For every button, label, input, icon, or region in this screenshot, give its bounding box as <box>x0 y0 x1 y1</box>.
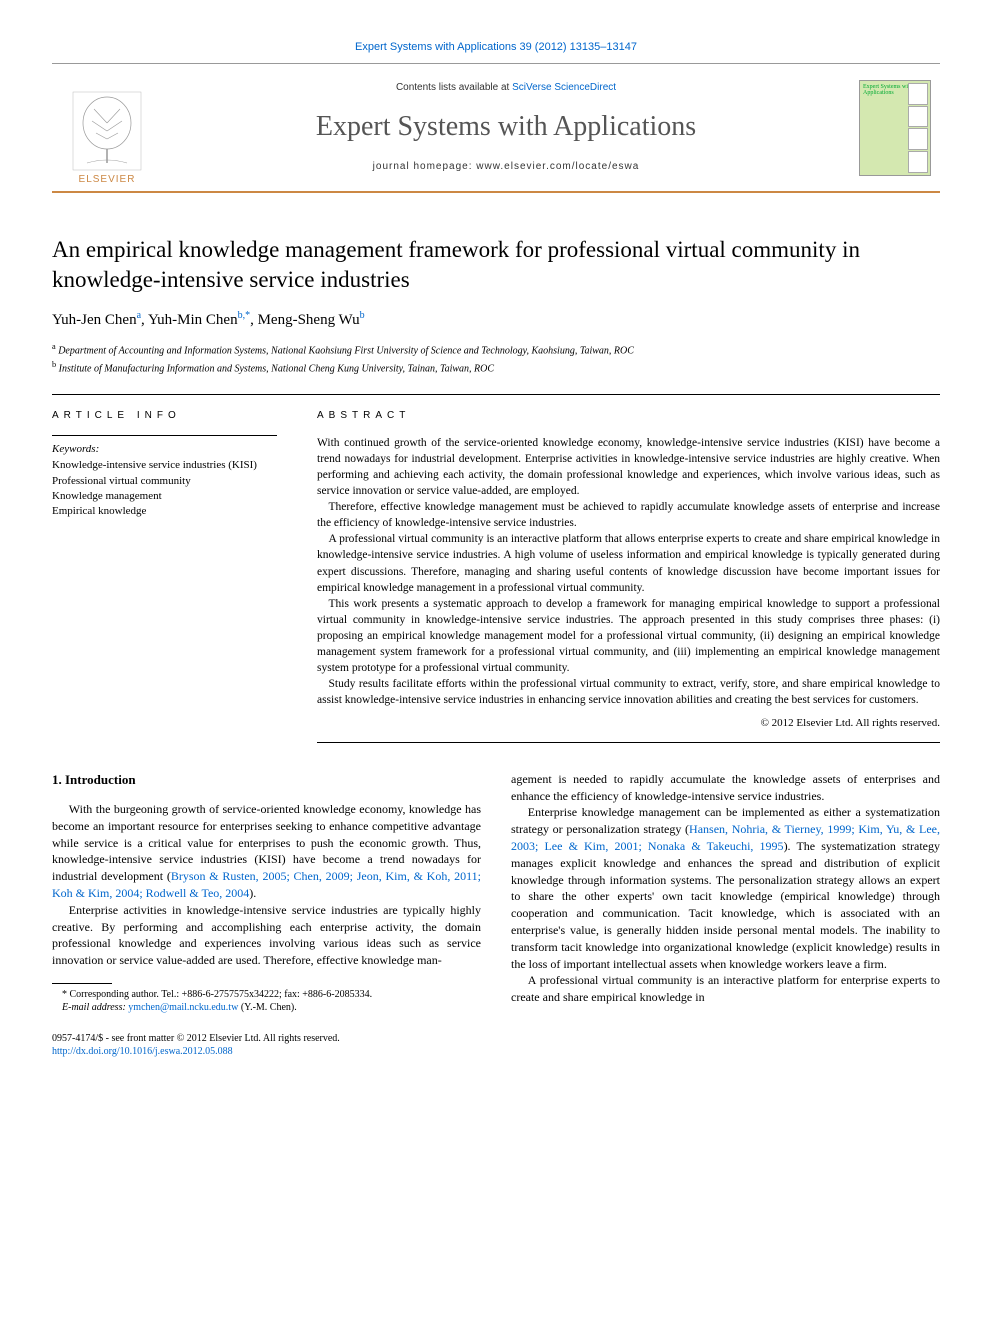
abstract-para: With continued growth of the service-ori… <box>317 435 940 499</box>
journal-cover-icon: Expert Systems with Applications <box>859 80 931 176</box>
homepage-url: www.elsevier.com/locate/eswa <box>476 161 639 172</box>
corresponding-author-note: * Corresponding author. Tel.: +886-6-275… <box>52 988 481 1001</box>
body-right-column: agement is needed to rapidly accumulate … <box>511 771 940 1058</box>
author-list: Yuh-Jen Chena, Yuh-Min Chenb,*, Meng-She… <box>52 309 940 331</box>
author-2-mark-link[interactable]: b <box>360 310 365 321</box>
section-1-heading: 1. Introduction <box>52 771 481 789</box>
body-para: Enterprise activities in knowledge-inten… <box>52 902 481 969</box>
cover-block: Expert Systems with Applications <box>850 64 940 191</box>
article-title: An empirical knowledge management framew… <box>52 235 940 295</box>
abstract-copyright: © 2012 Elsevier Ltd. All rights reserved… <box>317 716 940 731</box>
bottom-meta: 0957-4174/$ - see front matter © 2012 El… <box>52 1032 481 1058</box>
sciencedirect-link[interactable]: SciVerse ScienceDirect <box>512 82 616 93</box>
info-abstract-row: ARTICLE INFO Keywords: Knowledge-intensi… <box>52 394 940 743</box>
issn-line: 0957-4174/$ - see front matter © 2012 El… <box>52 1032 481 1045</box>
abstract-para: Therefore, effective knowledge managemen… <box>317 499 940 531</box>
abstract-para: This work presents a systematic approach… <box>317 596 940 676</box>
masthead: ELSEVIER Contents lists available at Sci… <box>52 63 940 193</box>
abstract-text: With continued growth of the service-ori… <box>317 435 940 709</box>
affiliation-a: a Department of Accounting and Informati… <box>52 341 940 358</box>
journal-name: Expert Systems with Applications <box>316 107 696 146</box>
keyword-item: Empirical knowledge <box>52 504 277 519</box>
keyword-item: Knowledge-intensive service industries (… <box>52 458 277 473</box>
keywords-list: Knowledge-intensive service industries (… <box>52 458 277 520</box>
abstract-rule <box>317 742 940 743</box>
author-0: Yuh-Jen Chena <box>52 312 141 328</box>
body-columns: 1. Introduction With the burgeoning grow… <box>52 771 940 1058</box>
affiliations: a Department of Accounting and Informati… <box>52 341 940 376</box>
abstract-para: Study results facilitate efforts within … <box>317 676 940 708</box>
page-root: Expert Systems with Applications 39 (201… <box>0 0 992 1088</box>
article-info-heading: ARTICLE INFO <box>52 409 277 423</box>
body-para: With the burgeoning growth of service-or… <box>52 801 481 902</box>
homepage-prefix: journal homepage: <box>373 161 477 172</box>
keyword-item: Knowledge management <box>52 489 277 504</box>
author-1-mark-link[interactable]: b,* <box>238 310 251 321</box>
publisher-name: ELSEVIER <box>79 173 136 187</box>
keyword-item: Professional virtual community <box>52 474 277 489</box>
cover-mini-icons <box>908 83 928 173</box>
author-1: Yuh-Min Chenb,* <box>148 312 250 328</box>
body-para: agement is needed to rapidly accumulate … <box>511 771 940 805</box>
elsevier-tree-icon <box>72 91 142 171</box>
body-left-column: 1. Introduction With the burgeoning grow… <box>52 771 481 1058</box>
body-para: Enterprise knowledge management can be i… <box>511 804 940 972</box>
body-para: A professional virtual community is an i… <box>511 972 940 1006</box>
email-link[interactable]: ymchen@mail.ncku.edu.tw <box>128 1002 238 1013</box>
author-2: Meng-Sheng Wub <box>258 312 365 328</box>
masthead-center: Contents lists available at SciVerse Sci… <box>162 64 850 191</box>
author-0-mark-link[interactable]: a <box>137 310 141 321</box>
journal-homepage: journal homepage: www.elsevier.com/locat… <box>373 160 640 174</box>
article-info-column: ARTICLE INFO Keywords: Knowledge-intensi… <box>52 409 277 743</box>
publisher-block: ELSEVIER <box>52 64 162 191</box>
affiliation-b: b Institute of Manufacturing Information… <box>52 359 940 376</box>
doi-link[interactable]: http://dx.doi.org/10.1016/j.eswa.2012.05… <box>52 1046 233 1057</box>
info-rule <box>52 435 277 436</box>
footnotes: * Corresponding author. Tel.: +886-6-275… <box>52 988 481 1014</box>
contents-prefix: Contents lists available at <box>396 82 512 93</box>
contents-available: Contents lists available at SciVerse Sci… <box>396 81 616 95</box>
keywords-label: Keywords: <box>52 442 277 457</box>
abstract-column: ABSTRACT With continued growth of the se… <box>317 409 940 743</box>
abstract-para: A professional virtual community is an i… <box>317 531 940 595</box>
email-note: E-mail address: ymchen@mail.ncku.edu.tw … <box>52 1001 481 1014</box>
footnote-rule <box>52 983 112 984</box>
abstract-heading: ABSTRACT <box>317 409 940 423</box>
citation-link[interactable]: Expert Systems with Applications 39 (201… <box>355 41 637 53</box>
citation-header: Expert Systems with Applications 39 (201… <box>52 40 940 55</box>
